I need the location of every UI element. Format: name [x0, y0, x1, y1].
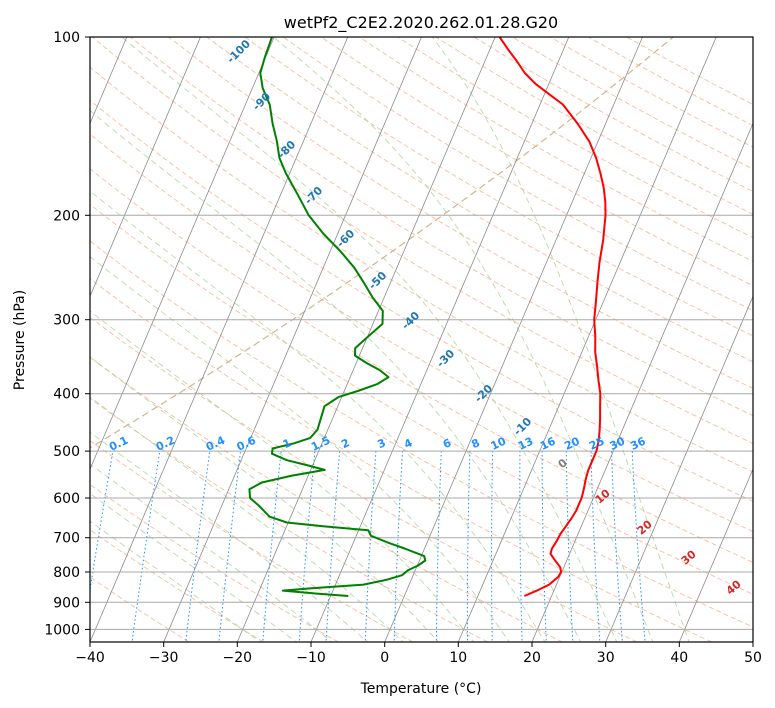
- mixing-ratio-line: [435, 451, 442, 642]
- y-tick-label: 300: [53, 313, 80, 329]
- x-tick-label: −10: [296, 650, 326, 666]
- dry-adiabat: [206, 37, 753, 363]
- mixing-ratio-label: 20: [562, 434, 582, 452]
- temperature-profile-line: [498, 37, 607, 597]
- x-tick-label: 30: [597, 650, 615, 666]
- x-tick-label: 50: [744, 650, 762, 666]
- isotherm-line: [310, 37, 570, 642]
- x-tick-label: 20: [523, 650, 541, 666]
- dewpoint-profile-line: [248, 37, 427, 597]
- mixing-ratio-line: [541, 451, 547, 642]
- y-tick-label: 500: [53, 444, 80, 460]
- dry-adiabat: [90, 278, 712, 642]
- y-tick-label: 400: [53, 387, 80, 403]
- dry-adiabat: [90, 66, 753, 473]
- mixing-ratio-line: [565, 451, 574, 642]
- moist-adiabat: [90, 256, 510, 642]
- mixing-ratio-line: [466, 451, 471, 642]
- dry-adiabat: [168, 37, 753, 389]
- dry-adiabat: [90, 99, 753, 502]
- dry-adiabat: [90, 203, 753, 595]
- isotherm-line: [90, 37, 201, 298]
- y-tick-label: 200: [53, 208, 80, 224]
- plot-frame: [89, 36, 754, 643]
- dry-adiabat: [90, 133, 753, 532]
- plot-background: [90, 37, 753, 642]
- axes: −40 −30 −20 −10 0 10 20 30 40 50 100 200 300 400 500 60…: [44, 30, 762, 666]
- x-tick-label: −30: [149, 650, 179, 666]
- x-tick-label: 0: [380, 650, 389, 666]
- isotherm-line: [678, 468, 753, 642]
- background-lines: [90, 37, 753, 642]
- isotherm-line: [90, 37, 349, 642]
- mixing-ratio-label: 10: [489, 434, 509, 452]
- moist-adiabat: [121, 37, 618, 642]
- mixing-ratio-label: 16: [538, 434, 558, 452]
- y-tick-label: 800: [53, 565, 80, 581]
- dry-adiabat: [282, 37, 753, 311]
- moist-adiabat: [90, 492, 298, 642]
- dry-adiabat: [90, 240, 753, 628]
- reference-adiabat: [90, 37, 674, 449]
- isotherm-line: [384, 37, 643, 642]
- isotherm-line: [457, 37, 717, 642]
- dry-adiabat: [90, 356, 563, 642]
- moist-adiabat: [90, 356, 440, 642]
- mixing-ratio-label: 36: [628, 434, 648, 452]
- y-tick-label: 100: [53, 30, 80, 46]
- isotherm-line: [90, 37, 275, 471]
- y-tick-label: 600: [53, 491, 80, 507]
- isotherm-line: [605, 295, 753, 642]
- x-axis-label: Temperature (°C): [360, 681, 482, 697]
- dry-adiabat: [244, 37, 753, 337]
- dry-adiabat: [90, 316, 638, 642]
- isotherm-line: [163, 37, 422, 642]
- y-tick-label: 700: [53, 531, 80, 547]
- isotherm-line: [531, 122, 753, 642]
- y-tick-label: 1000: [44, 622, 80, 638]
- mixing-ratio-label: 13: [516, 435, 535, 453]
- dry-adiabat: [90, 529, 264, 642]
- chart-title: wetPf2_C2E2.2020.262.01.28.G20: [284, 13, 558, 33]
- moist-adiabat: [90, 520, 261, 642]
- dry-adiabat: [90, 168, 753, 563]
- x-tick-label: −20: [223, 650, 253, 666]
- mixing-ratio-line: [393, 451, 403, 642]
- mixing-ratio-line: [491, 451, 494, 642]
- x-tick-label: 10: [449, 650, 467, 666]
- mixing-ratio-label: 30: [608, 434, 628, 452]
- mixing-ratio-line: [519, 451, 523, 642]
- y-axis-label: Pressure (hPa): [12, 290, 28, 390]
- isotherm-line: [752, 640, 753, 642]
- y-tick-label: 900: [53, 595, 80, 611]
- dry-adiabat: [90, 397, 488, 642]
- moist-adiabat: [90, 396, 404, 642]
- mixing-ratio-label: 25: [587, 435, 606, 453]
- sounding-profiles: [248, 37, 607, 597]
- x-tick-label: 40: [670, 650, 688, 666]
- x-tick-label: −40: [75, 650, 105, 666]
